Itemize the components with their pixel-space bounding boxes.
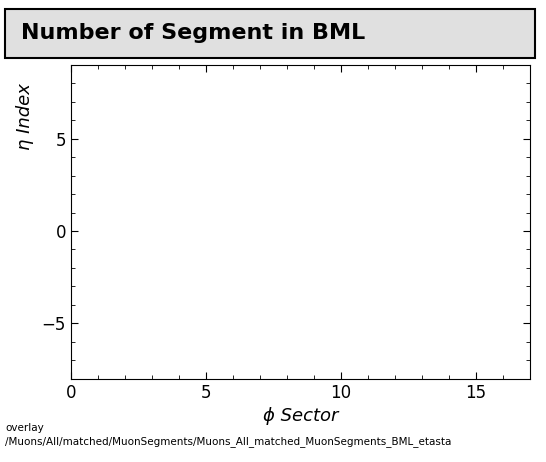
Text: η Index: η Index [16,83,34,150]
Text: overlay: overlay [5,423,44,433]
FancyBboxPatch shape [5,9,535,58]
Text: Number of Segment in BML: Number of Segment in BML [21,24,366,43]
X-axis label: ϕ Sector: ϕ Sector [263,407,338,425]
Text: /Muons/All/matched/MuonSegments/Muons_All_matched_MuonSegments_BML_etasta: /Muons/All/matched/MuonSegments/Muons_Al… [5,437,452,448]
